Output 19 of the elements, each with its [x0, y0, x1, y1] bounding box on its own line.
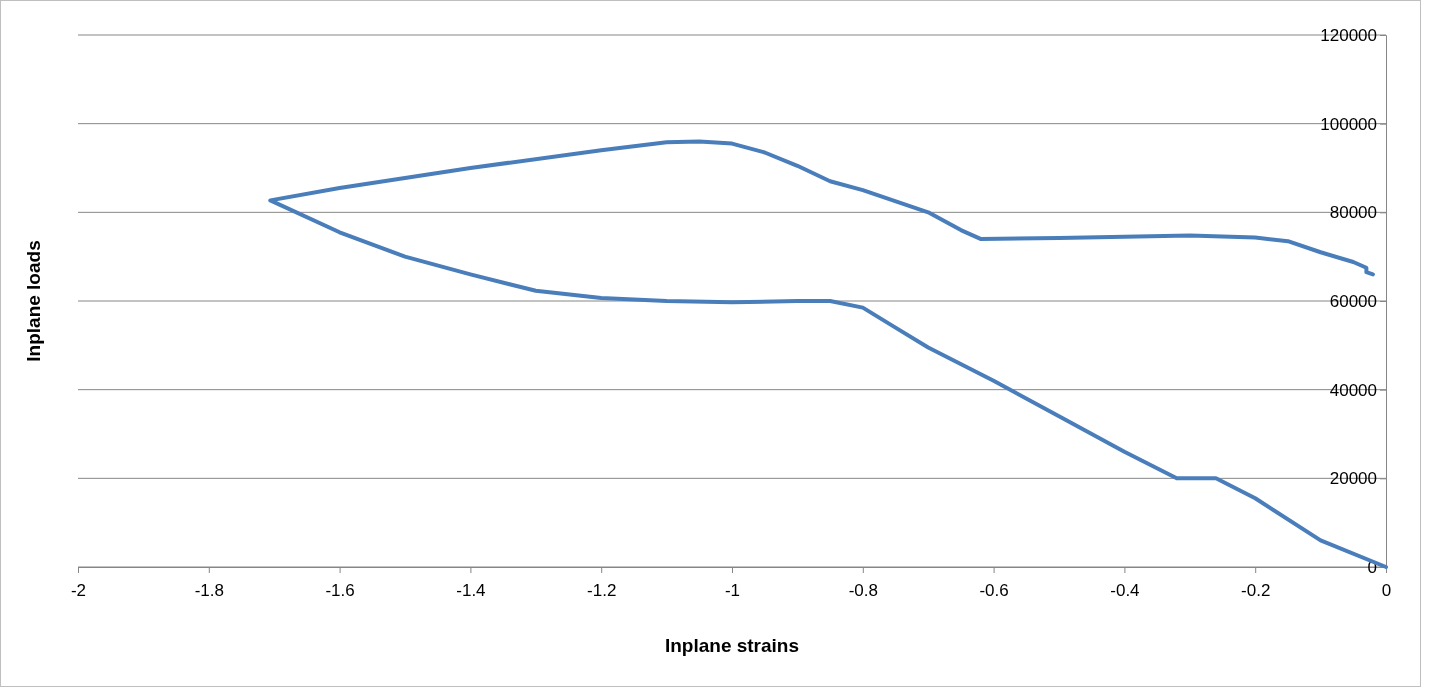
x-tick-label: -1.2	[587, 581, 617, 601]
x-tick-label: -0.2	[1241, 581, 1271, 601]
x-tick-label: -2	[70, 581, 87, 601]
x-tick-label: -0.4	[1110, 581, 1140, 601]
y-tick-label: 20000	[1329, 469, 1377, 489]
y-tick-label: 40000	[1329, 380, 1377, 400]
x-tick-label: -0.8	[848, 581, 878, 601]
y-tick-label: 80000	[1329, 203, 1377, 223]
x-tick-label: -1.8	[194, 581, 224, 601]
y-tick-label: 60000	[1329, 291, 1377, 311]
y-axis-title: Inplane loads	[23, 240, 44, 362]
x-tick-label: 0	[1381, 581, 1392, 601]
x-tick-label: -0.6	[979, 581, 1009, 601]
x-tick-label: -1.6	[325, 581, 355, 601]
x-tick-label: -1.4	[456, 581, 486, 601]
x-tick-label: -1	[724, 581, 741, 601]
y-tick-label: 100000	[1320, 114, 1377, 134]
x-axis-title: Inplane strains	[664, 635, 800, 656]
y-tick-label: 120000	[1320, 25, 1377, 45]
